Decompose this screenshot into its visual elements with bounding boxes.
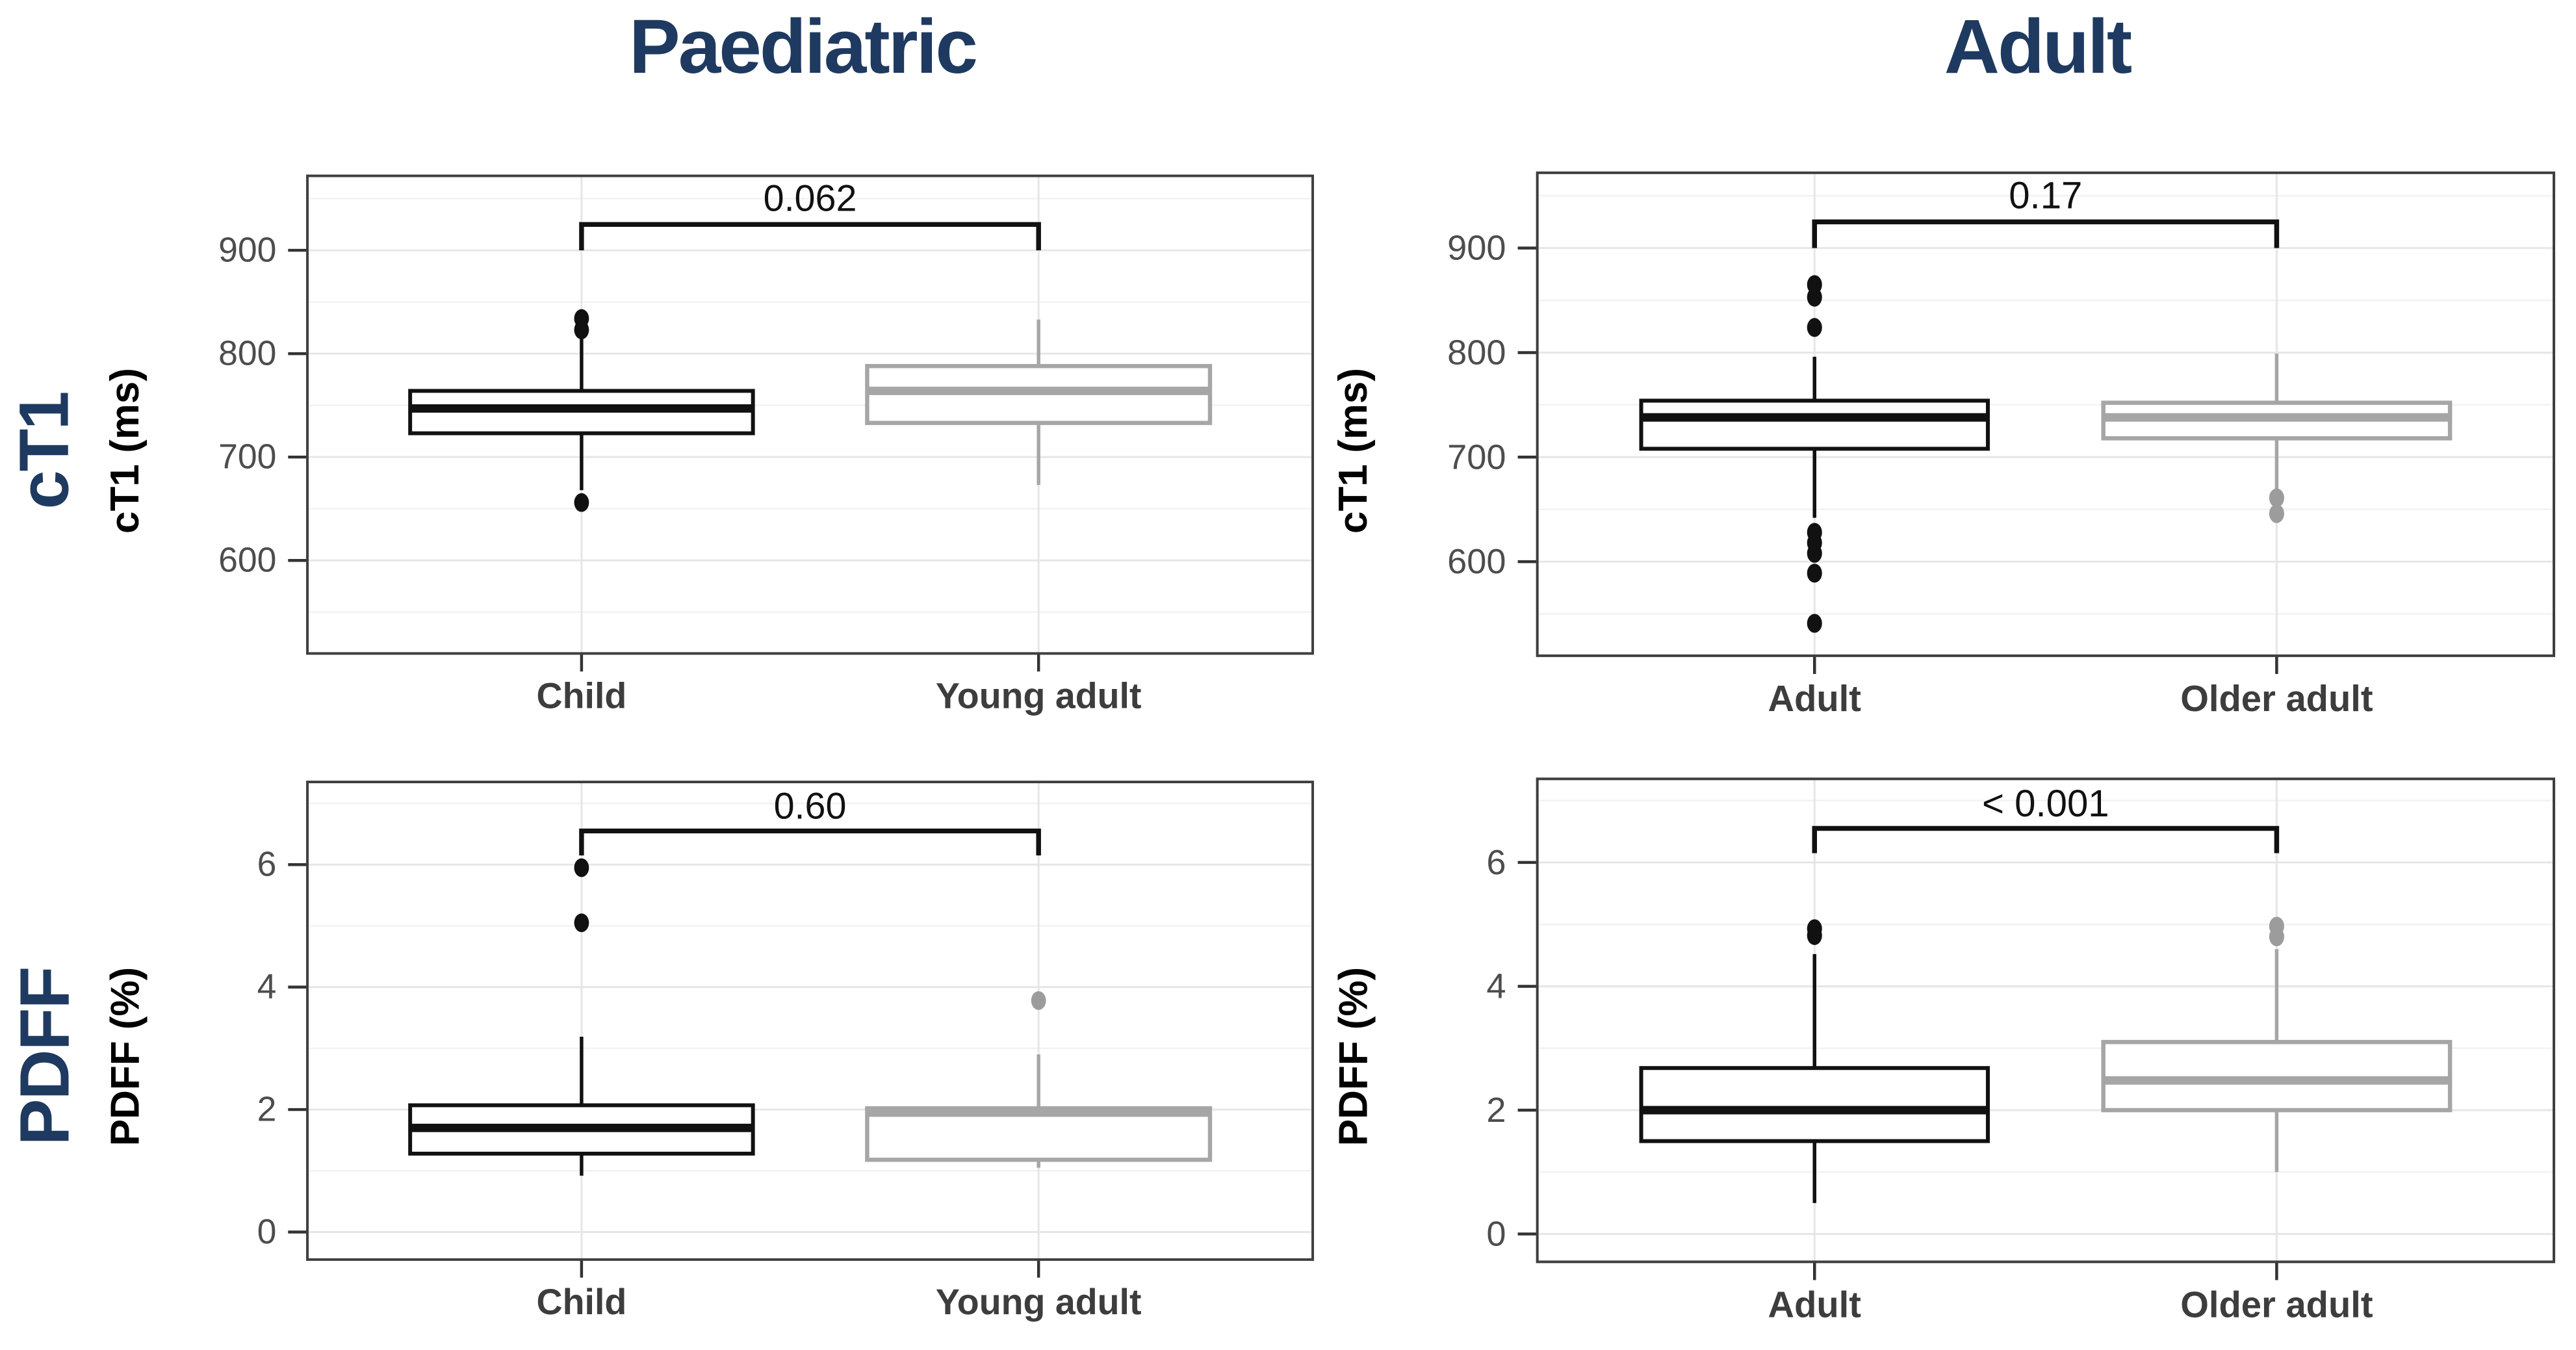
outlier-point	[2269, 916, 2284, 936]
column-title-cell-right: Adult	[1322, 5, 2557, 129]
row-title-ct1: cT1	[5, 391, 84, 510]
outlier-point	[2269, 504, 2284, 523]
outlier-point	[1807, 564, 1822, 583]
boxplot-older-adult	[2101, 354, 2453, 523]
boxplot-child	[408, 858, 755, 1176]
row-label-cell-pdff: PDFF	[0, 772, 88, 1341]
category-label-older-adult: Older adult	[2180, 1284, 2373, 1325]
outlier-point	[1031, 991, 1046, 1010]
category-label-older-adult: Older adult	[2180, 678, 2373, 719]
y-tick-label: 6	[1486, 843, 1506, 882]
y-axis-title-paediatric-ct1: cT1 (ms)	[103, 367, 148, 534]
boxplot-svg-paediatric-pdff: 0 2 4 6 Child Young adult 0.60	[257, 781, 1315, 1322]
y-tick-label: 2	[1486, 1091, 1506, 1130]
category-label-adult: Adult	[1768, 1284, 1862, 1325]
y-tick-label: 4	[1486, 967, 1506, 1006]
boxplot-panel-adult-ct1: cT1 (ms) 600 700 800 900 Adult Older adult 0.1…	[1322, 164, 2557, 736]
outlier-point	[1807, 318, 1822, 337]
p-value-label: < 0.001	[1982, 783, 2109, 825]
boxplot-svg-adult-ct1: 600 700 800 900 Adult Older adult 0.17	[1447, 171, 2555, 719]
boxplot-adult	[1639, 275, 1990, 633]
y-axis-title-adult-ct1: cT1 (ms)	[1331, 367, 1376, 534]
iqr-box	[1639, 1066, 1990, 1143]
category-label-child: Child	[537, 676, 627, 716]
outlier-point	[1807, 614, 1822, 633]
outlier-point	[1807, 523, 1822, 542]
y-tick-label: 700	[1447, 437, 1506, 476]
significance-bracket	[1812, 825, 2280, 853]
boxplot-svg-adult-pdff: 0 2 4 6 Adult Older adult < 0.001	[1486, 777, 2555, 1325]
significance-bracket	[579, 222, 1041, 251]
column-title-adult: Adult	[1944, 4, 2132, 90]
y-tick-label: 900	[218, 231, 276, 270]
y-tick-label: 4	[257, 968, 277, 1006]
category-label-young-adult: Young adult	[936, 1282, 1142, 1322]
panel-border	[1536, 777, 2555, 1264]
category-label-adult: Adult	[1768, 678, 1862, 719]
outlier-point	[574, 309, 589, 328]
category-label-young-adult: Young adult	[936, 676, 1142, 716]
y-tick-label: 0	[257, 1213, 277, 1251]
panel-border	[306, 174, 1315, 655]
y-tick-label: 0	[1486, 1215, 1506, 1254]
y-tick-label: 800	[218, 335, 276, 373]
iqr-box	[1639, 398, 1990, 451]
boxplot-panel-paediatric-pdff: PDFF (%) 0 2 4 6 Child Young adult 0.60	[94, 772, 1316, 1341]
boxplot-adult	[1639, 919, 1990, 1203]
y-tick-label: 600	[218, 541, 276, 580]
row-title-pdff: PDFF	[5, 967, 84, 1146]
outlier-point	[574, 913, 589, 933]
y-tick-label: 600	[1447, 542, 1506, 581]
iqr-box	[2101, 1039, 2453, 1113]
significance-bracket	[1812, 219, 2280, 248]
iqr-box	[865, 1106, 1213, 1162]
y-axis-title-paediatric-pdff: PDFF (%)	[103, 967, 148, 1147]
y-tick-label: 800	[1447, 333, 1506, 372]
boxplot-svg-paediatric-ct1: 600 700 800 900 Child Young adult 0.062	[218, 174, 1315, 716]
y-tick-label: 2	[257, 1091, 277, 1129]
panel-border	[306, 781, 1315, 1261]
outlier-point	[2269, 488, 2284, 508]
boxplot-older-adult	[2101, 916, 2453, 1173]
boxplot-young-adult	[865, 991, 1213, 1168]
panel-border	[1536, 171, 2555, 657]
y-tick-label: 6	[257, 846, 277, 884]
outlier-point	[574, 858, 589, 877]
p-value-label: 0.062	[764, 178, 857, 220]
y-tick-label: 900	[1447, 229, 1506, 268]
boxplot-young-adult	[865, 319, 1213, 486]
boxplot-panel-adult-pdff: PDFF (%) 0 2 4 6 Adult Older adult < 0.001	[1322, 772, 2557, 1341]
boxplot-panel-paediatric-ct1: cT1 (ms) 600 700 800 900 Child Young adult 0.0…	[94, 164, 1316, 736]
y-tick-label: 700	[218, 438, 276, 476]
p-value-label: 0.17	[2009, 175, 2082, 217]
column-title-paediatric: Paediatric	[628, 4, 978, 90]
p-value-label: 0.60	[774, 786, 847, 827]
significance-bracket	[579, 828, 1041, 856]
y-axis-title-adult-pdff: PDFF (%)	[1331, 967, 1376, 1147]
column-title-cell-left: Paediatric	[94, 5, 1316, 129]
outlier-point	[1807, 275, 1822, 294]
outlier-point	[1807, 919, 1822, 939]
category-label-child: Child	[537, 1282, 627, 1322]
row-label-cell-ct1: cT1	[0, 164, 88, 736]
outlier-point	[574, 493, 589, 512]
boxplot-child	[408, 309, 755, 512]
